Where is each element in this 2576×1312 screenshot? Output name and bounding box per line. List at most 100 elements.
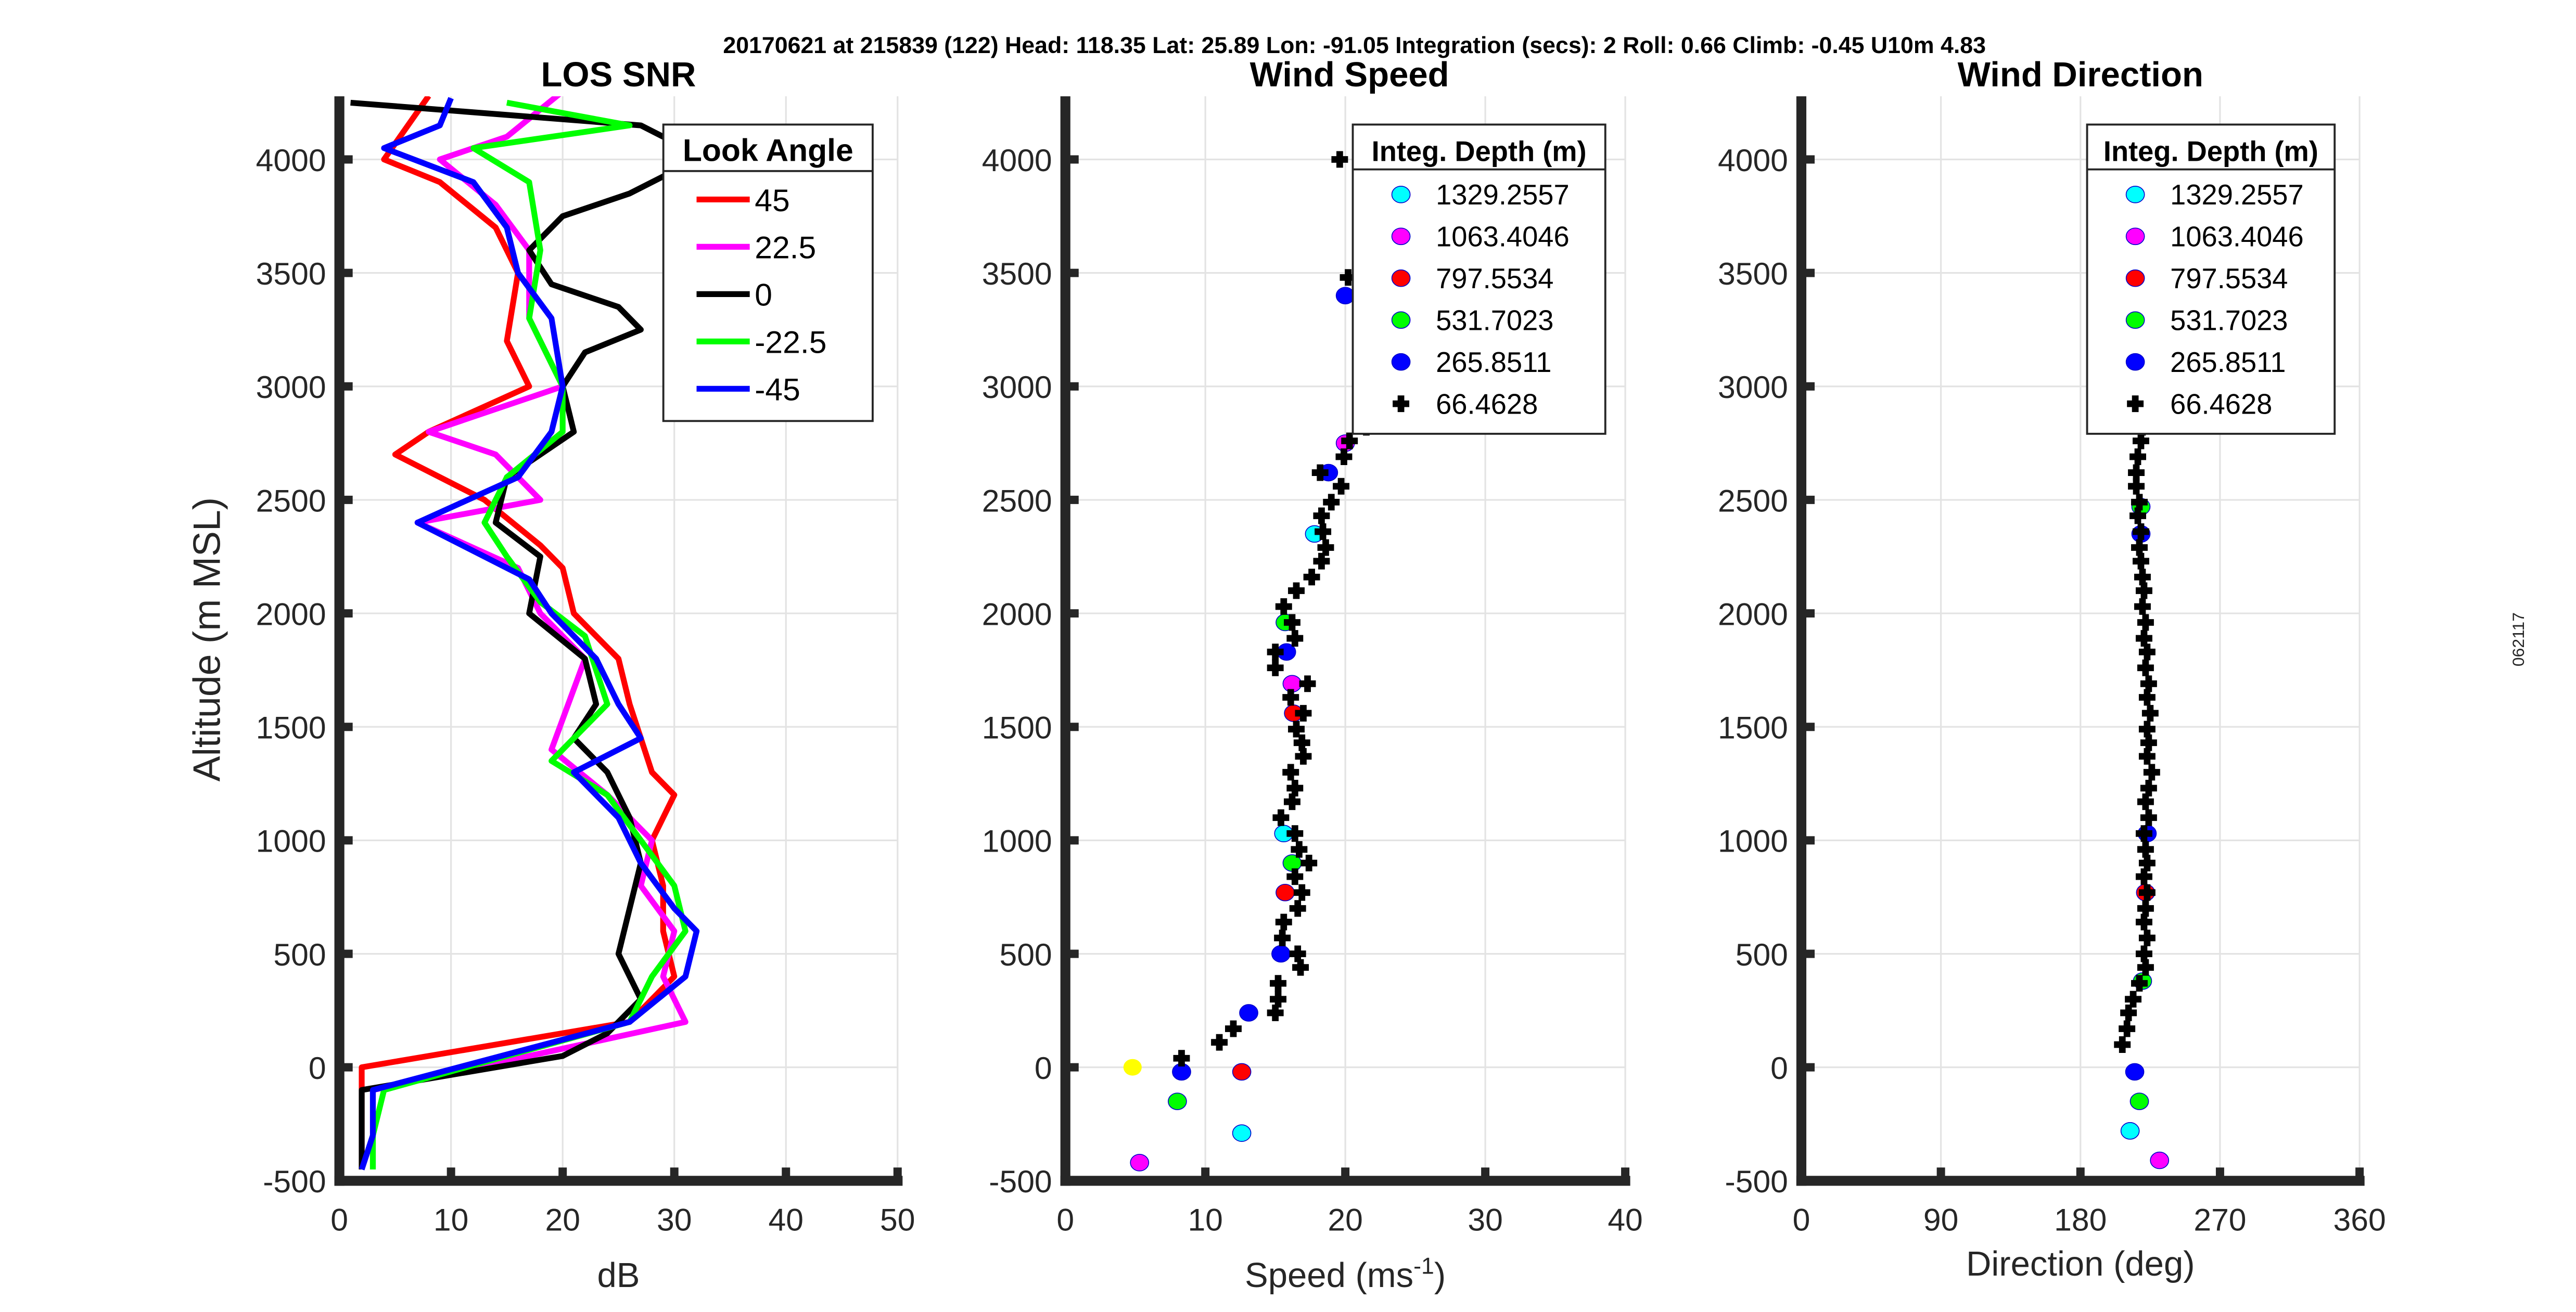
data-point-66_4628 — [1282, 764, 1299, 781]
x-tick-label: 10 — [1188, 1202, 1222, 1238]
legend-marker — [1391, 311, 1411, 329]
y-axis-label: Altitude (m MSL) — [185, 497, 228, 782]
data-point-66_4628 — [1323, 494, 1340, 511]
y-tick-label: 500 — [1736, 937, 1788, 972]
legend-label: -22.5 — [755, 325, 826, 360]
data-point-797_5534 — [1232, 1063, 1252, 1081]
data-point-66_4628 — [1313, 552, 1330, 570]
data-point-66_4628 — [1275, 598, 1292, 615]
data-point-66_4628 — [2119, 1020, 2136, 1037]
data-point-66_4628 — [2131, 494, 2148, 511]
data-point-66_4628 — [1173, 1050, 1190, 1067]
data-point-66_4628 — [2140, 809, 2157, 826]
data-point-66_4628 — [1272, 809, 1290, 826]
data-point-66_4628 — [1267, 644, 1284, 661]
data-point-66_4628 — [2114, 1036, 2131, 1053]
data-point-66_4628 — [2137, 659, 2154, 676]
data-point-66_4628 — [2138, 930, 2156, 946]
x-tick-label: 360 — [2333, 1202, 2386, 1238]
y-tick-label: 3000 — [256, 369, 326, 405]
data-point-66_4628 — [2137, 900, 2154, 917]
x-tick-label: 270 — [2194, 1202, 2246, 1238]
chart-title: Wind Direction — [1958, 55, 2203, 94]
data-point-66_4628 — [2135, 868, 2152, 885]
figure-suptitle: 20170621 at 215839 (122) Head: 118.35 La… — [723, 33, 1986, 58]
data-point-66_4628 — [1225, 1020, 1242, 1037]
data-point-66_4628 — [2138, 748, 2156, 765]
legend-marker — [2125, 186, 2145, 203]
y-tick-label: 2500 — [256, 483, 326, 518]
y-tick-label: 4000 — [256, 143, 326, 178]
y-tick-label: 1500 — [256, 710, 326, 745]
data-point-66_4628 — [2135, 945, 2152, 962]
data-point-66_4628 — [1267, 1004, 1284, 1021]
x-tick-label: 10 — [433, 1202, 468, 1238]
x-tick-label: 40 — [769, 1202, 804, 1238]
data-point-66_4628 — [2140, 675, 2157, 692]
data-point-66_4628 — [2133, 552, 2149, 570]
data-point-66_4628 — [1295, 748, 1312, 765]
x-tick-label: 0 — [1056, 1202, 1074, 1238]
y-tick-label: 1500 — [982, 710, 1052, 745]
data-point-66_4628 — [2133, 523, 2149, 540]
panel-los-snr: 0 10 20 30 40 50-5000500100015002000250030003… — [185, 55, 915, 1295]
data-point-66_4628 — [2131, 975, 2148, 992]
data-point-1063_4046 — [2150, 1151, 2170, 1169]
data-point-66_4628 — [2140, 780, 2157, 796]
legend-label: 797.5534 — [2170, 263, 2288, 294]
x-axis-label-superscript: -1 — [1413, 1254, 1434, 1279]
data-point-66_4628 — [1335, 448, 1353, 465]
data-point-66_4628 — [2134, 598, 2151, 615]
legend-label: -45 — [755, 372, 800, 407]
legend-marker — [1391, 227, 1411, 246]
panel-wind-speed: 0 10 20 30 40-500050010001500200025003000350… — [982, 55, 1643, 1295]
data-point-66_4628 — [2138, 855, 2156, 871]
x-axis-label: dB — [597, 1256, 640, 1295]
legend-marker — [2125, 311, 2145, 329]
x-axis-label: Speed (ms-1) — [1245, 1254, 1446, 1295]
data-point-66_4628 — [1286, 780, 1304, 796]
legend: Integ. Depth (m) 1329.2557 1063.4046 797.55… — [2086, 123, 2336, 435]
y-tick-label: 1000 — [256, 824, 326, 859]
x-tick-label: 180 — [2054, 1202, 2107, 1238]
legend-label: 45 — [755, 183, 789, 218]
legend-marker — [1391, 186, 1411, 203]
data-point-66_4628 — [2135, 582, 2152, 599]
y-tick-label: 500 — [999, 937, 1052, 972]
legend-label: 265.8511 — [1436, 346, 1551, 378]
legend: Integ. Depth (m) 1329.2557 1063.4046 797.55… — [1351, 123, 1606, 435]
legend-title: Integ. Depth (m) — [1372, 136, 1587, 168]
data-point-66_4628 — [1286, 825, 1304, 842]
y-tick-label: 1500 — [1718, 710, 1788, 745]
y-tick-label: 500 — [273, 937, 326, 972]
data-point-265_8511 — [1335, 287, 1355, 305]
data-point-66_4628 — [2129, 507, 2146, 524]
data-point-66_4628 — [1341, 432, 1358, 449]
data-point-66_4628 — [1317, 539, 1334, 556]
data-point-66_4628 — [2131, 539, 2148, 556]
legend-label: 66.4628 — [1436, 388, 1538, 420]
data-point-1329_2557 — [1232, 1124, 1252, 1142]
data-point-66_4628 — [2135, 630, 2152, 647]
y-tick-label: 0 — [309, 1050, 326, 1086]
y-tick-label: 4000 — [1718, 143, 1788, 178]
legend-label: 265.8511 — [2170, 346, 2286, 378]
data-point-531_7023 — [1168, 1092, 1187, 1110]
data-point-66_4628 — [2137, 614, 2154, 631]
data-point-66_4628 — [2138, 721, 2156, 738]
data-point-1329_2557 — [2120, 1122, 2140, 1140]
legend-label: 22.5 — [755, 230, 816, 265]
data-point-66_4628 — [1315, 523, 1332, 540]
data-point-66_4628 — [2137, 959, 2154, 976]
plot-marks — [1123, 151, 1375, 1172]
y-tick-label: 4000 — [982, 143, 1052, 178]
data-point-66_4628 — [1211, 1034, 1228, 1051]
legend-label: 1329.2557 — [2170, 179, 2304, 211]
y-tick-label: 2500 — [1718, 483, 1788, 518]
legend-title: Integ. Depth (m) — [2103, 136, 2318, 168]
data-point-66_4628 — [2137, 793, 2154, 811]
legend-label: 797.5534 — [1436, 263, 1553, 294]
data-point-66_4628 — [2128, 464, 2145, 481]
legend-box — [662, 123, 874, 422]
y-tick-label: 1000 — [982, 824, 1052, 859]
